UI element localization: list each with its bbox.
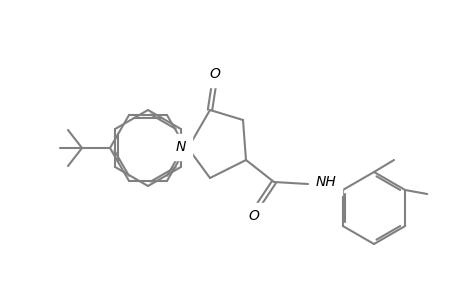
Text: O: O [248, 209, 259, 223]
Text: O: O [209, 67, 220, 81]
Text: N: N [175, 140, 186, 154]
Text: NH: NH [315, 175, 336, 189]
